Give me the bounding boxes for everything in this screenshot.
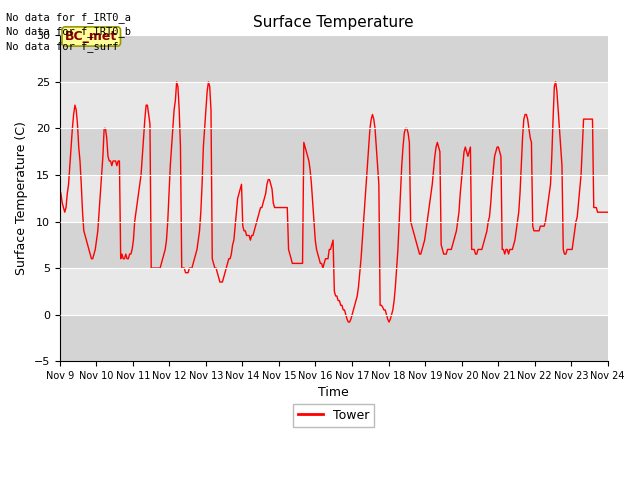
Text: BC_met: BC_met — [65, 30, 117, 43]
Bar — [60, 36, 608, 82]
Title: Surface Temperature: Surface Temperature — [253, 15, 414, 30]
Text: No data for f_surf: No data for f_surf — [6, 41, 119, 52]
X-axis label: Time: Time — [318, 386, 349, 399]
Bar — [60, 221, 608, 268]
Text: No data for f_IRT0_a: No data for f_IRT0_a — [6, 12, 131, 23]
Bar — [60, 314, 608, 361]
Bar — [60, 129, 608, 175]
Y-axis label: Surface Temperature (C): Surface Temperature (C) — [15, 121, 28, 275]
Text: No data for f_IRT0_b: No data for f_IRT0_b — [6, 26, 131, 37]
Legend: Tower: Tower — [293, 404, 374, 427]
